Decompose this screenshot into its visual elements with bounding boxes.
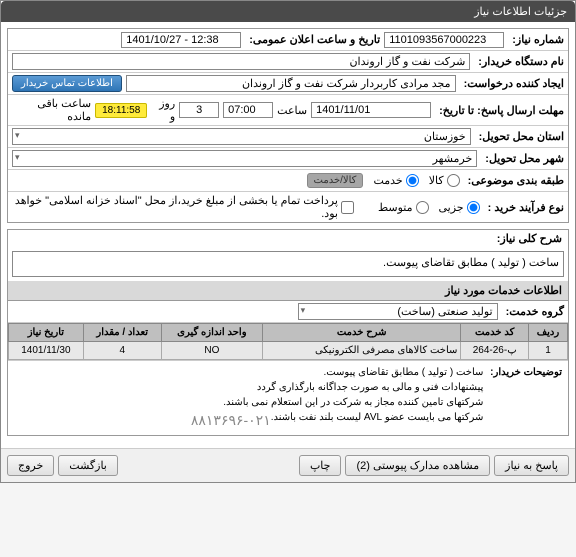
window-titlebar: جزئیات اطلاعات نیاز [1, 1, 575, 22]
service-group-label: گروه خدمت: [502, 305, 564, 318]
contact-button[interactable]: اطلاعات تماس خریدار [12, 75, 122, 92]
row-process: نوع فرآیند خرید : جزیی متوسط پرداخت تمام… [8, 192, 568, 222]
payment-checkbox[interactable] [341, 201, 354, 214]
desc-section: شرح کلی نیاز: ساخت ( تولید ) مطابق تقاضا… [7, 229, 569, 436]
buyer-field: شرکت نفت و گاز اروندان [12, 53, 470, 70]
radio-service[interactable] [406, 174, 419, 187]
th-qty: تعداد / مقدار [83, 324, 161, 342]
remain-days-field: 3 [179, 102, 219, 118]
services-table: ردیف کد خدمت شرح خدمت واحد اندازه گیری ت… [8, 323, 568, 360]
desc-block: ساخت ( تولید ) مطابق تقاضای پیوست. [12, 251, 564, 277]
countdown-badge: 18:11:58 [95, 103, 147, 118]
payment-check-label: پرداخت تمام یا بخشی از مبلغ خرید،از محل … [12, 194, 338, 220]
deadline-time-field: 07:00 [223, 102, 273, 118]
th-row: ردیف [528, 324, 567, 342]
province-dropdown[interactable]: خوزستان [12, 128, 471, 145]
city-label: شهر محل تحویل: [481, 152, 564, 165]
th-date: تاریخ نیاز [9, 324, 84, 342]
radio-goods-label[interactable]: کالا [429, 174, 460, 187]
info-section: شماره نیاز: 1101093567000223 تاریخ و ساع… [7, 28, 569, 223]
category-radio-group: کالا خدمت کالا/خدمت [307, 173, 460, 188]
buyer-label: نام دستگاه خریدار: [474, 55, 564, 68]
radio-goods[interactable] [447, 174, 460, 187]
return-button[interactable]: بازگشت [58, 455, 118, 476]
radio-partial-label[interactable]: جزیی [439, 201, 480, 214]
table-row[interactable]: 1 پ-26-264 ساخت کالاهای مصرفی الکترونیکی… [9, 342, 568, 360]
cell-unit: NO [161, 342, 262, 360]
radio-partial[interactable] [467, 201, 480, 214]
row-category: طبقه بندی موضوعی: کالا خدمت کالا/خدمت [8, 170, 568, 192]
footer-left: بازگشت خروج [7, 455, 118, 476]
announce-field: 1401/10/27 - 12:38 [121, 32, 241, 48]
row-deadline: مهلت ارسال پاسخ: تا تاریخ: 1401/11/01 سا… [8, 95, 568, 126]
cell-desc: ساخت کالاهای مصرفی الکترونیکی [263, 342, 461, 360]
requester-field: مجد مرادی کاربردار شرکت نفت و گاز اروندا… [126, 75, 456, 92]
row-need-number: شماره نیاز: 1101093567000223 تاریخ و ساع… [8, 29, 568, 51]
phone-watermark: ۸۸۱۳۶۹۶-۰۲۱ [191, 410, 271, 431]
service-group-dropdown[interactable]: تولید صنعتی (ساخت) [298, 303, 498, 320]
cell-date: 1401/11/30 [9, 342, 84, 360]
days-label: روز و [151, 97, 175, 123]
table-header-row: ردیف کد خدمت شرح خدمت واحد اندازه گیری ت… [9, 324, 568, 342]
comments-text: ساخت ( تولید ) مطابق تقاضای پیوست. پیشنه… [191, 365, 484, 431]
radio-medium[interactable] [416, 201, 429, 214]
goods-service-badge: کالا/خدمت [307, 173, 364, 188]
attachments-button[interactable]: مشاهده مدارک پیوستی (2) [345, 455, 490, 476]
desc-label: شرح کلی نیاز: [493, 233, 562, 245]
print-button[interactable]: چاپ [299, 455, 342, 476]
main-window: جزئیات اطلاعات نیاز شماره نیاز: 11010935… [0, 0, 576, 483]
deadline-date-field: 1401/11/01 [311, 102, 431, 118]
th-code: کد خدمت [461, 324, 529, 342]
radio-service-label[interactable]: خدمت [373, 174, 418, 187]
row-province: استان محل تحویل: خوزستان [8, 126, 568, 148]
content-area: شماره نیاز: 1101093567000223 تاریخ و ساع… [1, 22, 575, 448]
th-desc: شرح خدمت [263, 324, 461, 342]
process-radio-group: جزیی متوسط [378, 201, 480, 214]
requester-label: ایجاد کننده درخواست: [460, 77, 564, 90]
cell-num: 1 [528, 342, 567, 360]
announce-label: تاریخ و ساعت اعلان عمومی: [245, 33, 380, 46]
remain-label: ساعت باقی مانده [12, 97, 91, 123]
footer-bar: پاسخ به نیاز مشاهده مدارک پیوستی (2) چاپ… [1, 448, 575, 482]
buyer-comments: توضیحات خریدار: ساخت ( تولید ) مطابق تقا… [8, 360, 568, 435]
deadline-label: مهلت ارسال پاسخ: تا تاریخ: [435, 104, 564, 117]
services-header: اطلاعات خدمات مورد نیاز [8, 281, 568, 301]
row-service-group: گروه خدمت: تولید صنعتی (ساخت) [8, 301, 568, 323]
window-title: جزئیات اطلاعات نیاز [474, 6, 567, 18]
province-label: استان محل تحویل: [475, 130, 564, 143]
comments-label: توضیحات خریدار: [486, 365, 562, 380]
reply-button[interactable]: پاسخ به نیاز [494, 455, 569, 476]
radio-medium-label[interactable]: متوسط [378, 201, 429, 214]
category-label: طبقه بندی موضوعی: [464, 174, 564, 187]
row-buyer: نام دستگاه خریدار: شرکت نفت و گاز اروندا… [8, 51, 568, 73]
cell-code: پ-26-264 [461, 342, 529, 360]
exit-button[interactable]: خروج [7, 455, 54, 476]
row-requester: ایجاد کننده درخواست: مجد مرادی کاربردار … [8, 73, 568, 95]
row-city: شهر محل تحویل: خرمشهر [8, 148, 568, 170]
time-label-1: ساعت [277, 104, 307, 117]
process-label: نوع فرآیند خرید : [484, 201, 564, 214]
city-dropdown[interactable]: خرمشهر [12, 150, 477, 167]
cell-qty: 4 [83, 342, 161, 360]
need-number-label: شماره نیاز: [508, 33, 564, 46]
need-number-field: 1101093567000223 [384, 32, 504, 48]
footer-right: پاسخ به نیاز مشاهده مدارک پیوستی (2) چاپ [299, 455, 569, 476]
payment-checkbox-group: پرداخت تمام یا بخشی از مبلغ خرید،از محل … [12, 194, 354, 220]
th-unit: واحد اندازه گیری [161, 324, 262, 342]
